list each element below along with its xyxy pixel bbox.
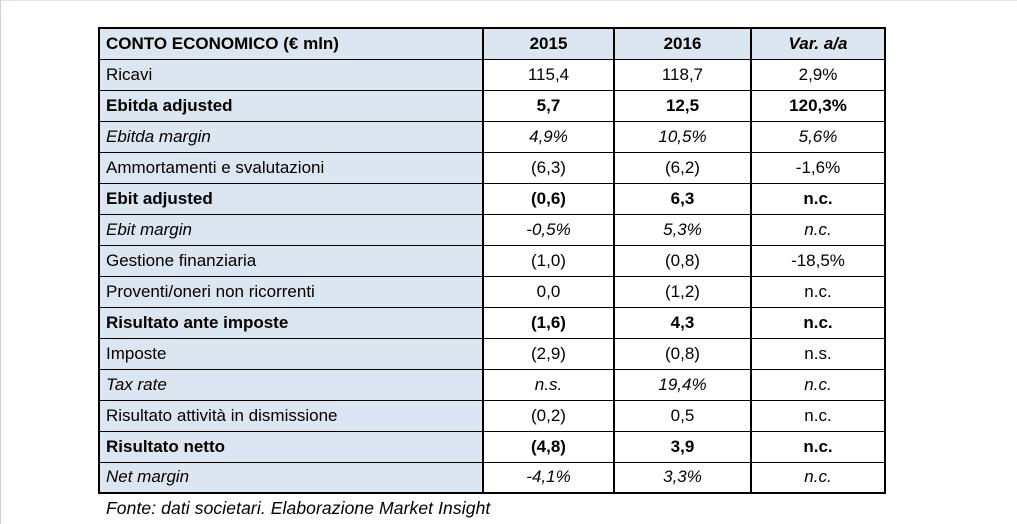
table-row: Risultato ante imposte (1,6) 4,3 n.c. (98, 306, 886, 339)
value-2016: 0,5 (613, 399, 752, 432)
value-2016: (0,8) (613, 337, 752, 370)
table-row: Net margin -4,1% 3,3% n.c. (98, 461, 886, 494)
value-var: -1,6% (750, 151, 886, 184)
row-label: Risultato ante imposte (98, 306, 484, 339)
row-label: Gestione finanziaria (98, 244, 484, 277)
row-label: Imposte (98, 337, 484, 370)
table-row: Tax rate n.s. 19,4% n.c. (98, 368, 886, 401)
row-label: Ebitda margin (98, 120, 484, 153)
table-row: Ebit margin -0,5% 5,3% n.c. (98, 213, 886, 246)
value-2015: 4,9% (482, 120, 615, 153)
row-label: Risultato attività in dismissione (98, 399, 484, 432)
header-col-var: Var. a/a (750, 27, 886, 60)
row-label: Ebit margin (98, 213, 484, 246)
value-var: n.c. (750, 182, 886, 215)
header-col-2016: 2016 (613, 27, 752, 60)
value-2015: (1,6) (482, 306, 615, 339)
table-row: Proventi/oneri non ricorrenti 0,0 (1,2) … (98, 275, 886, 308)
table-row: Ebitda margin 4,9% 10,5% 5,6% (98, 120, 886, 153)
value-var: n.c. (750, 430, 886, 463)
value-var: n.s. (750, 337, 886, 370)
value-var: n.c. (750, 368, 886, 401)
value-2016: (6,2) (613, 151, 752, 184)
value-var: n.c. (750, 306, 886, 339)
value-var: n.c. (750, 399, 886, 432)
value-2015: -4,1% (482, 461, 615, 494)
value-2016: (0,8) (613, 244, 752, 277)
table-row: Risultato attività in dismissione (0,2) … (98, 399, 886, 432)
value-2016: 5,3% (613, 213, 752, 246)
row-label: Ebitda adjusted (98, 89, 484, 122)
row-label: Tax rate (98, 368, 484, 401)
value-var: n.c. (750, 275, 886, 308)
table-header-row: CONTO ECONOMICO (€ mln) 2015 2016 Var. a… (98, 27, 886, 60)
table-row: Risultato netto (4,8) 3,9 n.c. (98, 430, 886, 463)
value-2015: (2,9) (482, 337, 615, 370)
value-var: 120,3% (750, 89, 886, 122)
header-col-2015: 2015 (482, 27, 615, 60)
value-2016: 3,9 (613, 430, 752, 463)
value-2015: 0,0 (482, 275, 615, 308)
value-2016: 12,5 (613, 89, 752, 122)
table-row: Gestione finanziaria (1,0) (0,8) -18,5% (98, 244, 886, 277)
value-2015: (0,6) (482, 182, 615, 215)
source-note: Fonte: dati societari. Elaborazione Mark… (106, 498, 491, 518)
value-var: -18,5% (750, 244, 886, 277)
value-var: n.c. (750, 213, 886, 246)
value-2016: 19,4% (613, 368, 752, 401)
value-2015: n.s. (482, 368, 615, 401)
value-2016: 6,3 (613, 182, 752, 215)
income-statement-table-container: CONTO ECONOMICO (€ mln) 2015 2016 Var. a… (98, 27, 886, 494)
value-2015: (4,8) (482, 430, 615, 463)
income-statement-table: CONTO ECONOMICO (€ mln) 2015 2016 Var. a… (98, 27, 886, 494)
value-2016: 118,7 (613, 58, 752, 91)
value-2016: 4,3 (613, 306, 752, 339)
row-label: Proventi/oneri non ricorrenti (98, 275, 484, 308)
table-row: Ebit adjusted (0,6) 6,3 n.c. (98, 182, 886, 215)
table-row: Ammortamenti e svalutazioni (6,3) (6,2) … (98, 151, 886, 184)
table-row: Ebitda adjusted 5,7 12,5 120,3% (98, 89, 886, 122)
value-2015: (1,0) (482, 244, 615, 277)
header-title: CONTO ECONOMICO (€ mln) (98, 27, 484, 60)
table-row: Ricavi 115,4 118,7 2,9% (98, 58, 886, 91)
value-var: 5,6% (750, 120, 886, 153)
value-2016: 10,5% (613, 120, 752, 153)
row-label: Risultato netto (98, 430, 484, 463)
value-2015: -0,5% (482, 213, 615, 246)
value-var: n.c. (750, 461, 886, 494)
value-2016: (1,2) (613, 275, 752, 308)
value-2015: (0,2) (482, 399, 615, 432)
value-2015: 115,4 (482, 58, 615, 91)
row-label: Net margin (98, 461, 484, 494)
value-var: 2,9% (750, 58, 886, 91)
value-2016: 3,3% (613, 461, 752, 494)
row-label: Ricavi (98, 58, 484, 91)
row-label: Ebit adjusted (98, 182, 484, 215)
row-label: Ammortamenti e svalutazioni (98, 151, 484, 184)
value-2015: 5,7 (482, 89, 615, 122)
table-row: Imposte (2,9) (0,8) n.s. (98, 337, 886, 370)
value-2015: (6,3) (482, 151, 615, 184)
